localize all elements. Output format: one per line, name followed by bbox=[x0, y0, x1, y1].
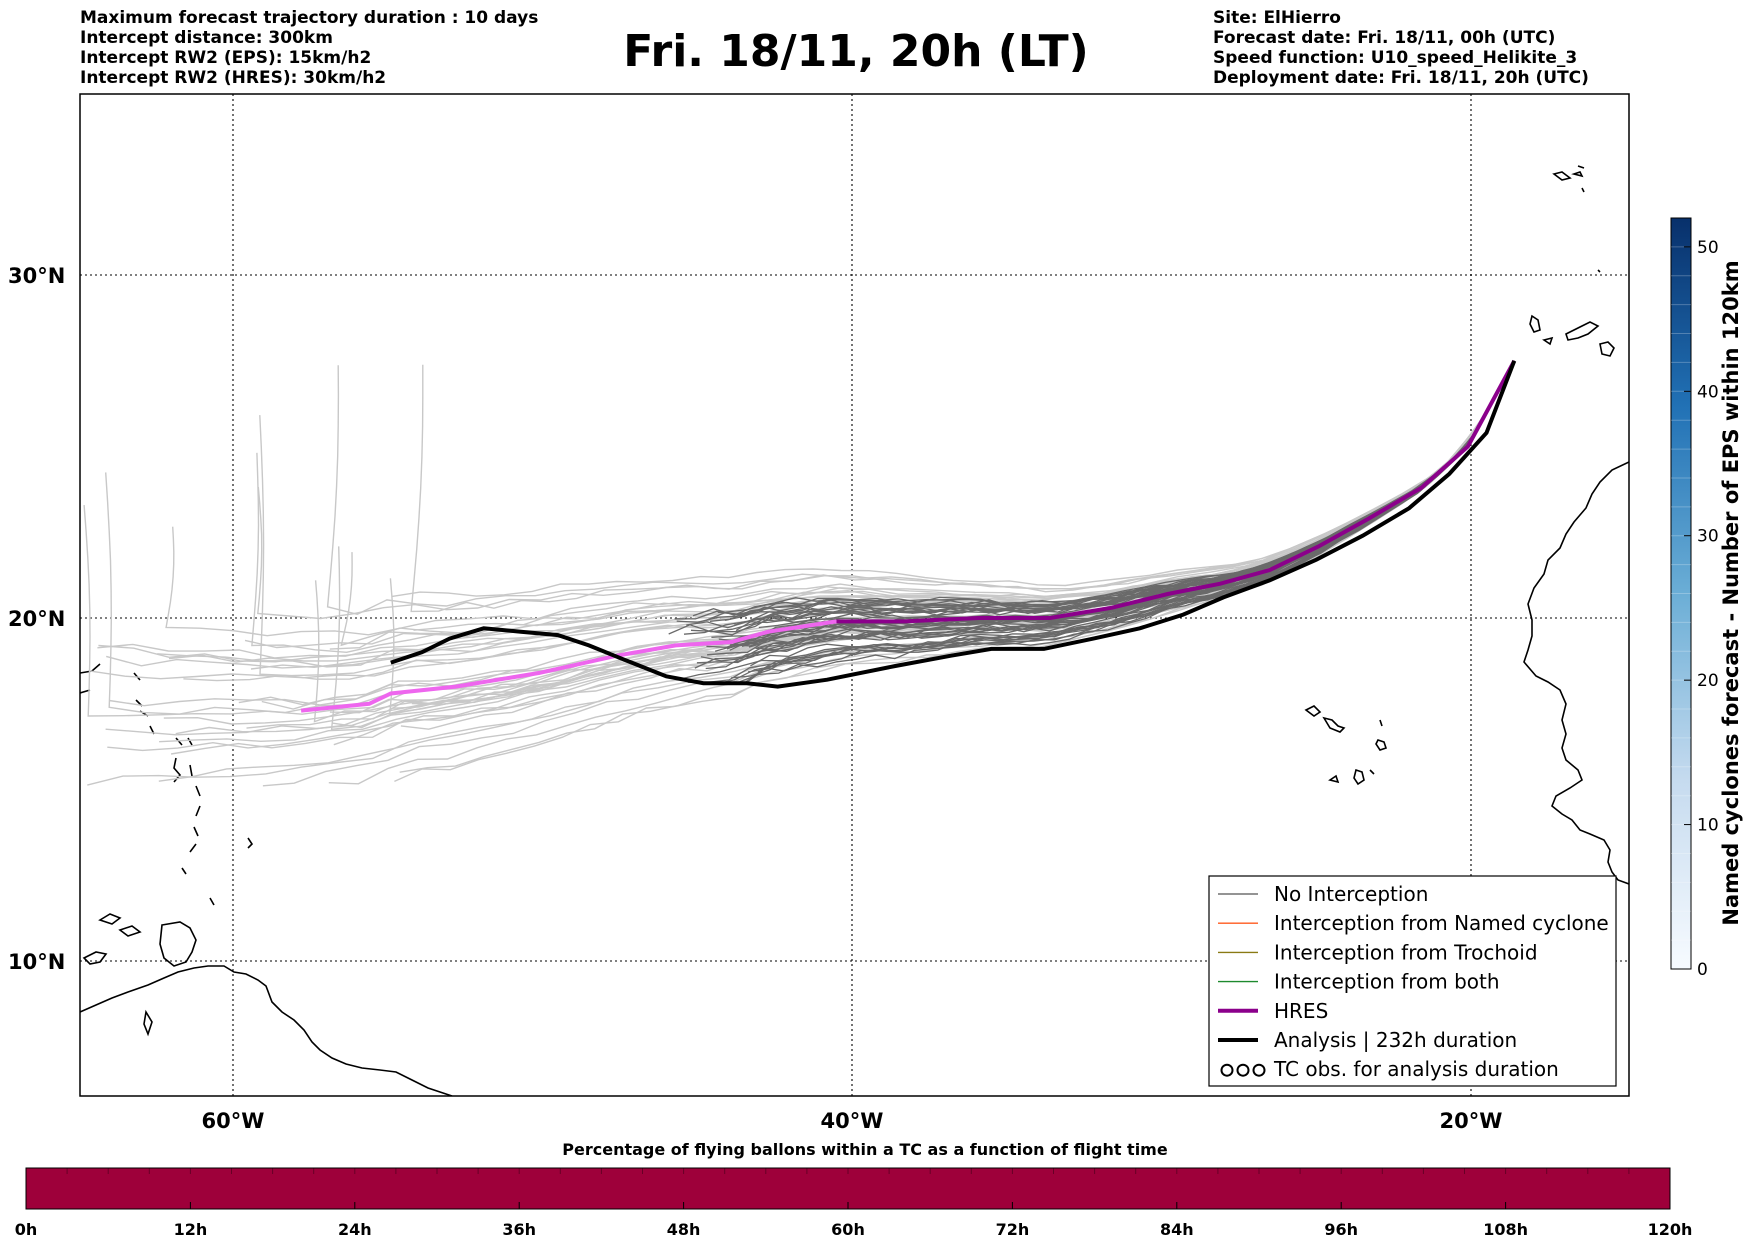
ensemble-trajectory bbox=[410, 360, 1515, 613]
analysis-trajectory bbox=[390, 360, 1517, 689]
colorbar-bottom-tick-label: 12h bbox=[174, 1220, 208, 1239]
legend-entry-label: Interception from Trochoid bbox=[1274, 940, 1538, 964]
map-frame bbox=[79, 93, 1630, 1097]
ensemble-trajectory bbox=[714, 360, 1515, 686]
header-right-line: Deployment date: Fri. 18/11, 20h (UTC) bbox=[1213, 68, 1589, 88]
header-right-line: Site: ElHierro bbox=[1213, 8, 1341, 28]
colorbar-bottom: Percentage of flying ballons within a TC… bbox=[15, 1140, 1693, 1239]
colorbar-bottom-tick-label: 0h bbox=[15, 1220, 38, 1239]
legend-entry-label: No Interception bbox=[1274, 882, 1428, 906]
header-right-info: Site: ElHierro Forecast date: Fri. 18/11… bbox=[1213, 8, 1589, 88]
header-left-info: Maximum forecast trajectory duration : 1… bbox=[80, 8, 538, 88]
colorbar-right-tick-label: 30 bbox=[1697, 527, 1719, 547]
lat-tick-label: 30°N bbox=[8, 264, 65, 288]
header-left-line: Intercept RW2 (HRES): 30km/h2 bbox=[80, 68, 387, 88]
ensemble-trajectory bbox=[257, 360, 1515, 620]
ensemble-trajectory bbox=[391, 360, 1515, 598]
tc-obs-marker-icon bbox=[1252, 1063, 1266, 1077]
colorbar-bottom-label: Percentage of flying ballons within a TC… bbox=[562, 1140, 1168, 1159]
colorbar-bottom-tick-label: 84h bbox=[1160, 1220, 1194, 1239]
lon-tick-label: 40°W bbox=[821, 1109, 884, 1133]
header-left-line: Maximum forecast trajectory duration : 1… bbox=[80, 8, 539, 28]
colorbar-right-label: Named cyclones forecast - Number of EPS … bbox=[1719, 260, 1743, 925]
map-area bbox=[80, 94, 1629, 1096]
header-left-line: Intercept RW2 (EPS): 15km/h2 bbox=[80, 48, 372, 68]
colorbar-bottom-bar bbox=[25, 1167, 1671, 1210]
colorbar-bottom-tick-label: 36h bbox=[502, 1220, 536, 1239]
header-right-line: Forecast date: Fri. 18/11, 00h (UTC) bbox=[1213, 28, 1556, 48]
colorbar-right-tick-label: 20 bbox=[1697, 671, 1719, 691]
header-right-line: Speed function: U10_speed_Helikite_3 bbox=[1213, 48, 1578, 68]
colorbar-right-tick-label: 0 bbox=[1697, 960, 1708, 980]
hres-trajectory-early bbox=[300, 619, 837, 713]
colorbar-right-tick-label: 40 bbox=[1697, 382, 1719, 402]
axis-labels: 60°W 40°W 20°W 30°N 20°N 10°N bbox=[8, 264, 1502, 1133]
colorbar-bottom-tick-label: 48h bbox=[667, 1220, 701, 1239]
ensemble-trajectory bbox=[413, 360, 1515, 631]
colorbar-right-tick-label: 50 bbox=[1697, 238, 1719, 258]
ensemble-trajectory bbox=[717, 360, 1515, 615]
colorbar-bottom-tick-label: 60h bbox=[831, 1220, 865, 1239]
colorbar-bottom-tick-label: 96h bbox=[1324, 1220, 1358, 1239]
lat-tick-label: 20°N bbox=[8, 607, 65, 631]
legend-entry-label: Interception from Named cyclone bbox=[1274, 911, 1609, 935]
legend-entry-label: TC obs. for analysis duration bbox=[1273, 1057, 1559, 1081]
hres-trajectory bbox=[836, 359, 1517, 624]
colorbar-bottom-ticks: 0h 12h 24h 36h 48h 60h 72h 84h 96h 108h 120h bbox=[15, 1168, 1693, 1239]
legend: No Interception Interception from Named c… bbox=[1208, 875, 1617, 1087]
trajectories bbox=[83, 359, 1517, 787]
lon-tick-label: 60°W bbox=[202, 1109, 265, 1133]
colorbar-bottom-tick-label: 72h bbox=[996, 1220, 1030, 1239]
colorbar-right-ticks: 0 10 20 30 40 50 bbox=[1684, 238, 1719, 980]
tc-obs-marker-icon bbox=[1220, 1063, 1234, 1077]
colorbar-bottom-tick-label: 108h bbox=[1483, 1220, 1528, 1239]
colorbar-bottom-tick-label: 120h bbox=[1648, 1220, 1693, 1239]
colorbar-right: 0 10 20 30 40 50 Named cyclones forecast - Nu… bbox=[1670, 217, 1743, 980]
legend-box bbox=[1208, 875, 1617, 1087]
colorbar-right-scale bbox=[1670, 217, 1692, 970]
legend-entry-label: Interception from both bbox=[1274, 970, 1500, 994]
header-left-line: Intercept distance: 300km bbox=[80, 28, 333, 48]
colorbar-bottom-tick-label: 24h bbox=[338, 1220, 372, 1239]
tc-obs-marker-icon bbox=[1236, 1063, 1250, 1077]
lon-tick-label: 20°W bbox=[1440, 1109, 1503, 1133]
legend-entry-label: HRES bbox=[1274, 999, 1328, 1023]
coastlines bbox=[80, 165, 1629, 1096]
lat-tick-label: 10°N bbox=[8, 950, 65, 974]
legend-entry-label: Analysis | 232h duration bbox=[1274, 1028, 1517, 1052]
colorbar-right-tick-label: 10 bbox=[1697, 816, 1719, 836]
page-title: Fri. 18/11, 20h (LT) bbox=[623, 26, 1089, 77]
